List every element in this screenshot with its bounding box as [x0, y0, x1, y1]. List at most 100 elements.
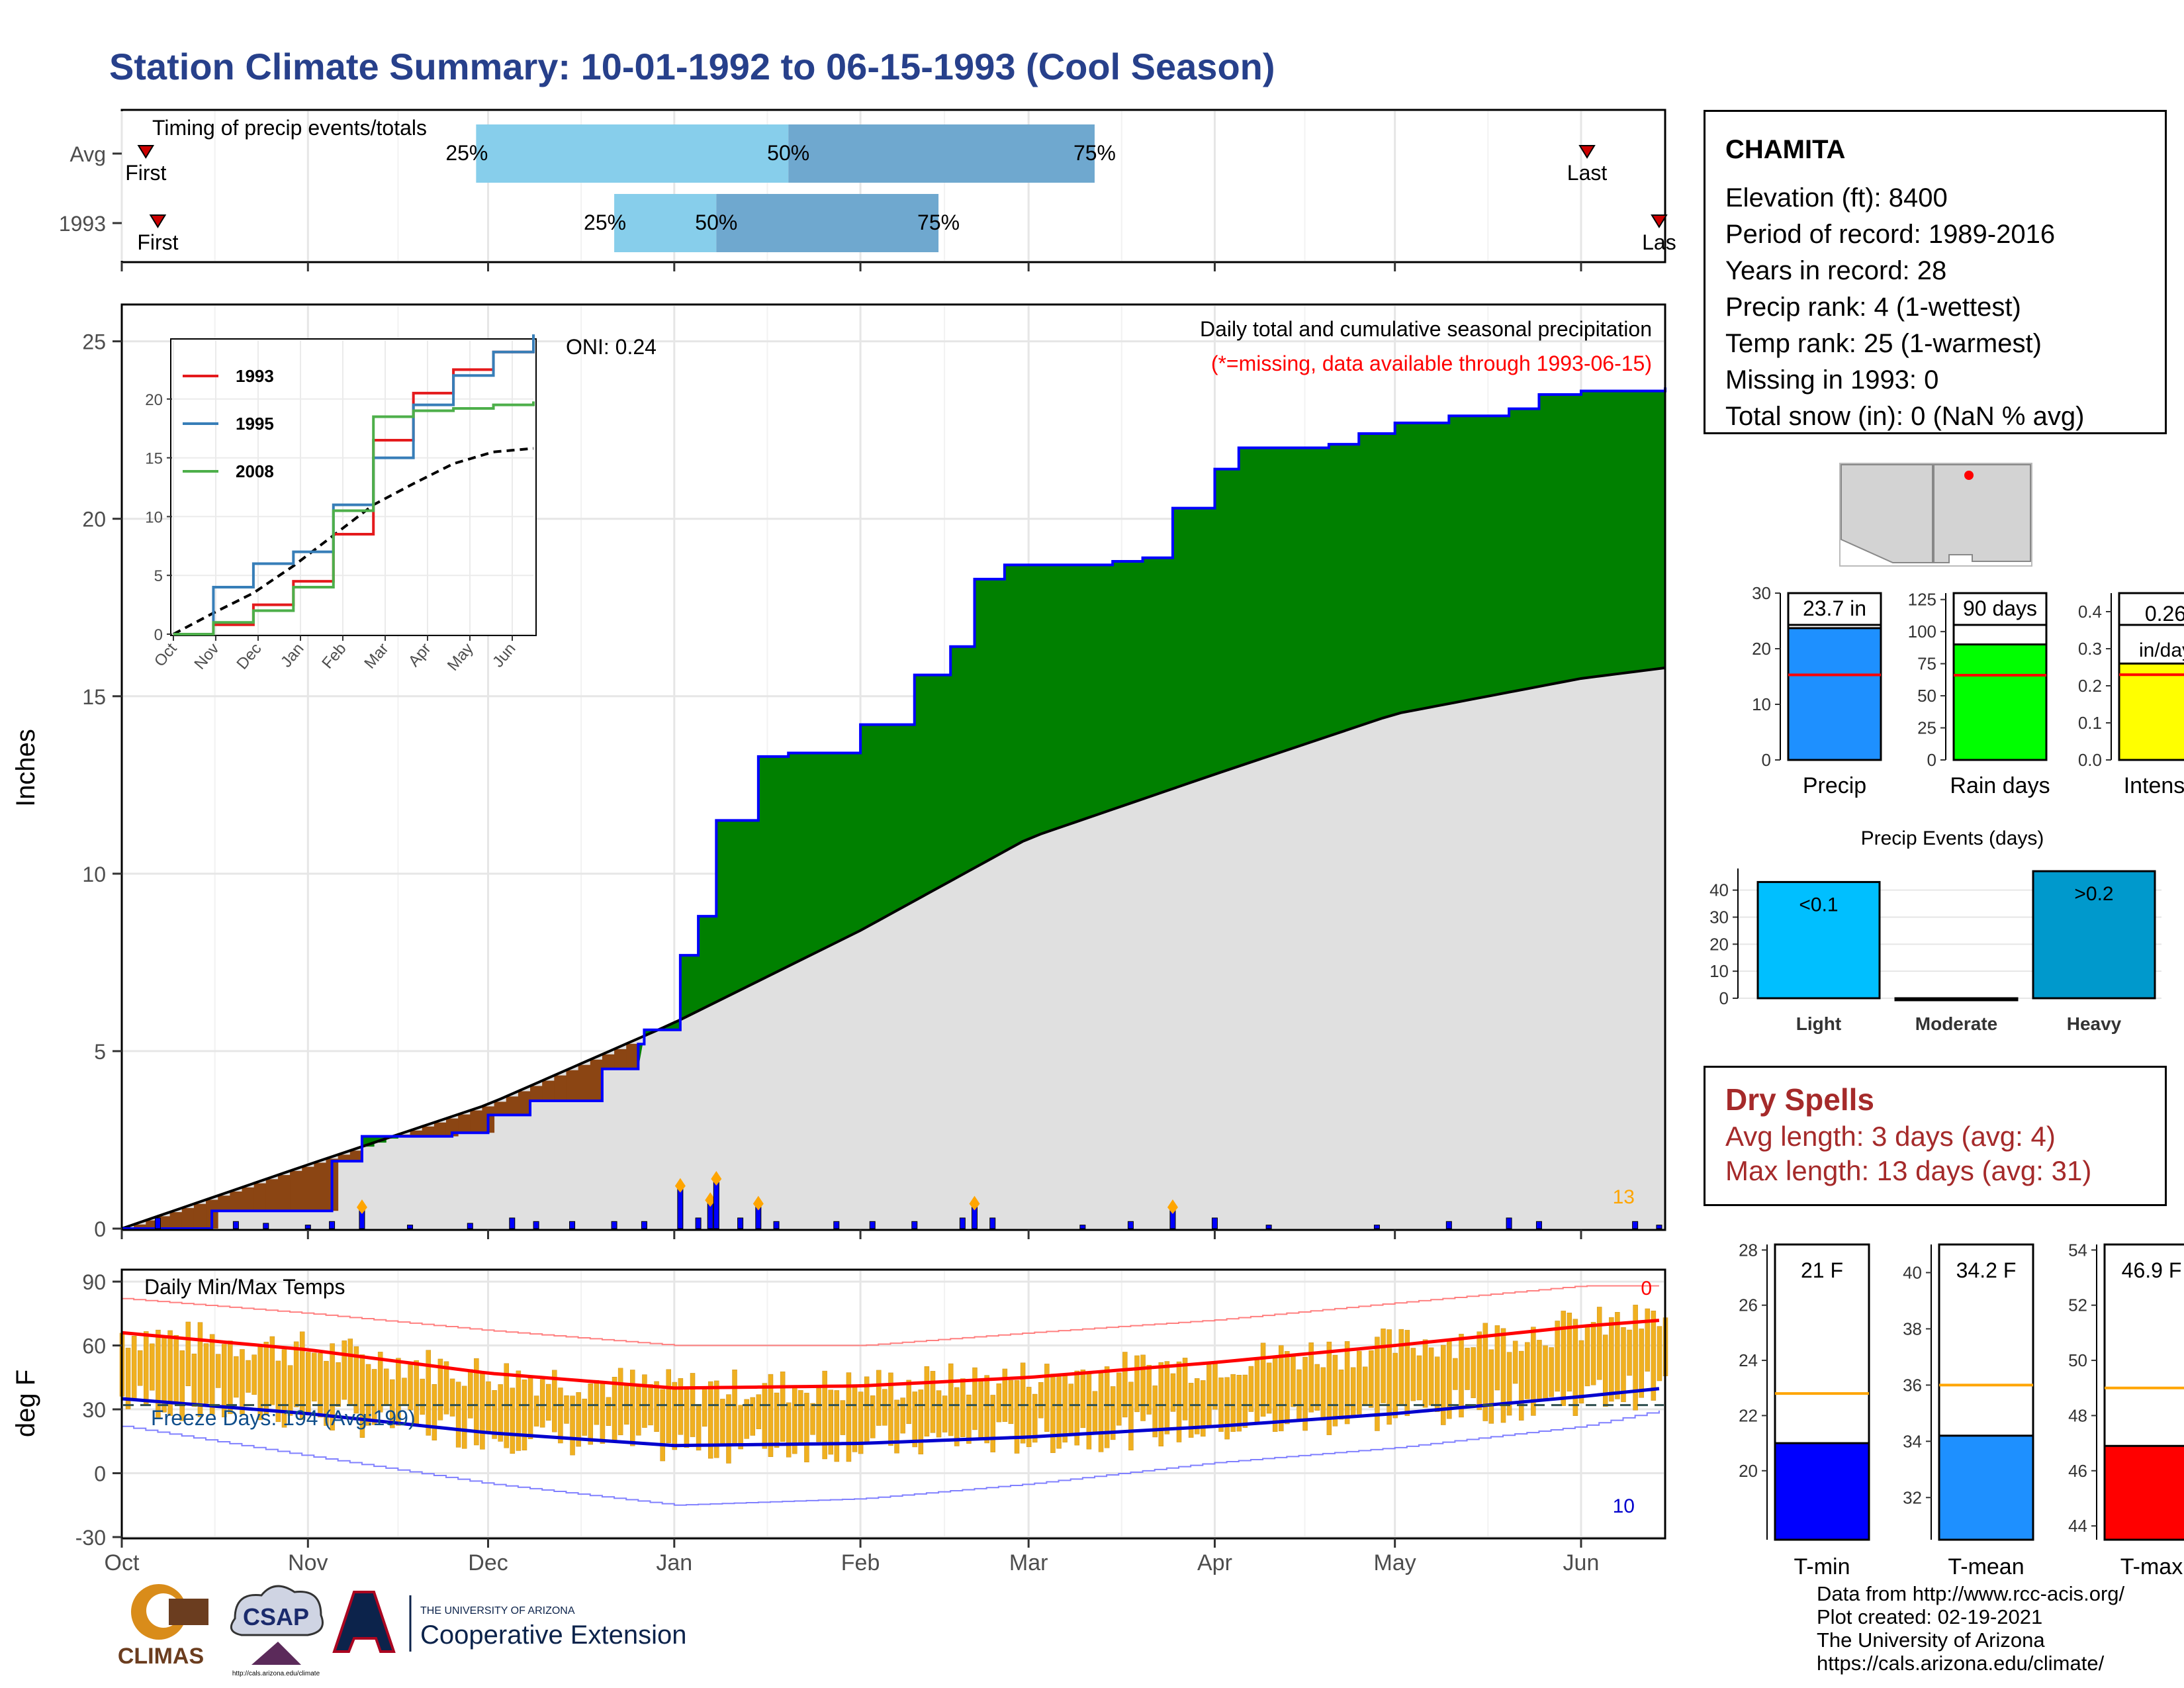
daily-temp-bar [594, 1380, 600, 1425]
daily-temp-bar [293, 1341, 299, 1407]
svg-text:CLIMAS: CLIMAS [118, 1644, 204, 1669]
daily-temp-bar [972, 1367, 978, 1430]
daily-temp-bar [978, 1378, 983, 1438]
daily-precip-marker [711, 1170, 722, 1186]
events-y-tick-label: 10 [1709, 961, 1729, 981]
station-temp-rank: Temp rank: 25 (1-warmest) [1725, 329, 2042, 358]
inset-y-tick-label: 0 [154, 626, 163, 644]
station-years: Years in record: 28 [1725, 256, 1947, 285]
daily-precip-bar [1127, 1221, 1134, 1229]
bar-label-box [1952, 592, 2048, 626]
precip-diff-segment [566, 1070, 579, 1101]
daily-temp-bar [1356, 1350, 1362, 1415]
bar-y-tick-label: 22 [1739, 1405, 1758, 1425]
bar-value-label-unit: in/day [2139, 639, 2184, 661]
daily-temp-bar [150, 1343, 155, 1391]
daily-temp-bar [1062, 1375, 1068, 1443]
timing-last-label: Las [1642, 230, 1676, 254]
bar-y-tick-label: 0 [1927, 750, 1936, 770]
daily-temp-bar [1206, 1362, 1212, 1426]
daily-temp-bar [365, 1364, 371, 1426]
daily-temp-bar [678, 1378, 684, 1435]
temp-bar-name-label: T-min [1794, 1554, 1850, 1575]
events-y-tick-label: 40 [1709, 880, 1729, 900]
daily-temp-bar [996, 1383, 1002, 1423]
timing-first-label: First [137, 230, 178, 254]
daily-temp-bar [1140, 1354, 1146, 1421]
bar-name-label: Intensity [2124, 773, 2184, 798]
temp-bar-value-label: 21 F [1801, 1258, 1843, 1282]
daily-temp-bar [726, 1394, 731, 1464]
events-title: Precip Events (days) [1861, 827, 2044, 849]
daily-temp-bar [828, 1389, 833, 1455]
daily-temp-bar [930, 1371, 936, 1433]
daily-temp-bar [1152, 1385, 1158, 1438]
daily-temp-bar [1494, 1325, 1500, 1391]
daily-temp-bar [312, 1352, 317, 1402]
temp-y-tick-label: 90 [82, 1270, 106, 1294]
precip-diff-segment [230, 1191, 242, 1211]
daily-temp-bar [324, 1360, 329, 1426]
daily-temp-bar [1116, 1372, 1122, 1426]
daily-temp-bar [1002, 1368, 1008, 1422]
events-bar-Moderate [1894, 997, 2019, 1002]
daily-temp-bar [408, 1364, 413, 1411]
events-bar-label: >0.2 [2074, 883, 2113, 905]
precip-y-tick-label: 20 [82, 508, 106, 532]
daily-temp-bar [522, 1380, 527, 1451]
bar-y-tick-label: 25 [1917, 718, 1936, 738]
daily-temp-bar [1218, 1377, 1224, 1432]
daily-precip-bar [989, 1217, 996, 1229]
daily-temp-bar [642, 1374, 647, 1428]
daily-precip-bar [304, 1225, 311, 1229]
daily-temp-bar [426, 1350, 432, 1436]
daily-temp-bar [1254, 1360, 1260, 1423]
daily-temp-bar [1092, 1391, 1098, 1434]
daily-temp-bar [1381, 1329, 1386, 1403]
daily-temp-bar [1369, 1350, 1374, 1408]
daily-temp-bar [966, 1394, 972, 1444]
daily-precip-bar [1535, 1221, 1542, 1229]
daily-temp-bar [1549, 1347, 1554, 1397]
bar-y-tick-label: 20 [1752, 639, 1771, 659]
daily-temp-bar [1182, 1358, 1188, 1421]
bar-y-tick-label: 75 [1917, 654, 1936, 674]
daily-temp-bar [492, 1390, 497, 1439]
daily-precip-bar [1506, 1217, 1512, 1229]
daily-temp-bar [131, 1335, 137, 1400]
daily-temp-bar [1603, 1335, 1608, 1407]
daily-temp-bar [870, 1395, 876, 1438]
inset-y-tick-label: 15 [145, 450, 163, 468]
bar-label-box [1787, 592, 1882, 626]
daily-temp-bar [1398, 1329, 1404, 1406]
timing-bar-lower [614, 194, 717, 252]
timing-p25-label: 25% [584, 211, 626, 234]
daily-temp-bar [1134, 1355, 1140, 1413]
daily-temp-bar [684, 1387, 690, 1448]
daily-temp-bar [510, 1387, 516, 1454]
timing-bar-upper [716, 194, 939, 252]
bar-y-tick-label: 44 [2068, 1516, 2087, 1536]
precip-diff-segment [614, 1049, 627, 1069]
daily-temp-bar [275, 1360, 281, 1423]
daily-temp-bar [1285, 1351, 1290, 1425]
daily-temp-bar [810, 1403, 815, 1435]
daily-temp-bar [173, 1335, 179, 1404]
daily-temp-bar [654, 1381, 659, 1432]
record-min-line [122, 1410, 1660, 1506]
daily-temp-bar [432, 1384, 437, 1440]
daily-temp-bar [420, 1378, 425, 1415]
daily-temp-bar [846, 1372, 852, 1462]
daily-temp-bar [617, 1368, 623, 1436]
daily-temp-bar [1279, 1345, 1284, 1432]
daily-precip-bar [1079, 1225, 1086, 1229]
daily-precip-bar [509, 1217, 516, 1229]
daily-temp-bar [1615, 1312, 1620, 1399]
daily-temp-bar [1477, 1331, 1482, 1411]
daily-temp-bar [1404, 1330, 1410, 1417]
dry-spells-max: Max length: 13 days (avg: 31) [1725, 1155, 2092, 1186]
daily-temp-bar [197, 1322, 203, 1417]
daily-temp-bar [246, 1360, 251, 1393]
